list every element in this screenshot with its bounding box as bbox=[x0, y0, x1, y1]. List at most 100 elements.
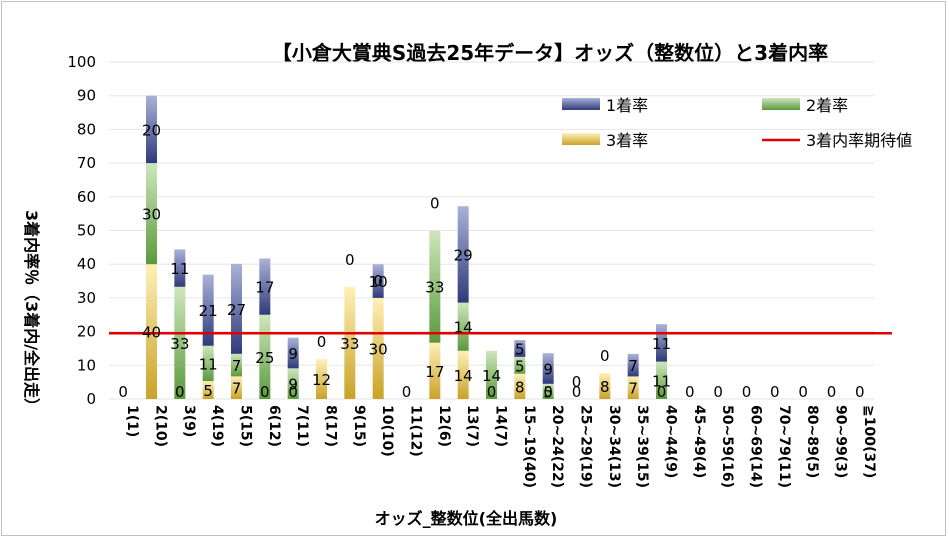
bar-segment bbox=[542, 383, 554, 399]
x-tick-label: 80~89(5) bbox=[804, 405, 820, 478]
grid bbox=[109, 61, 874, 400]
data-label: 0 bbox=[798, 383, 808, 401]
bar-segment bbox=[457, 206, 469, 303]
bar-segment bbox=[514, 356, 526, 374]
data-label: 12 bbox=[312, 371, 331, 389]
data-label: 0 bbox=[402, 383, 412, 401]
bar-segment bbox=[627, 376, 639, 399]
x-tick-label: 35~39(15) bbox=[634, 405, 650, 488]
bar-segment bbox=[656, 324, 667, 362]
data-label: 8 bbox=[600, 378, 610, 396]
x-axis-title: オッズ_整数位(全出馬数) bbox=[375, 509, 558, 528]
bar-segment bbox=[146, 163, 157, 265]
data-label: 0 bbox=[572, 373, 582, 391]
y-tick-label: 90 bbox=[77, 87, 96, 105]
y-tick-label: 100 bbox=[67, 53, 96, 71]
data-label: 0 bbox=[713, 383, 723, 401]
x-tick-label: 90~99(3) bbox=[833, 405, 849, 478]
bar-segment bbox=[514, 373, 526, 399]
data-label: 29 bbox=[454, 246, 473, 264]
y-tick-label: 10 bbox=[77, 356, 96, 374]
x-tick-label: 70~79(11) bbox=[776, 405, 792, 488]
y-tick-label: 80 bbox=[77, 120, 96, 138]
data-label: 7 bbox=[232, 357, 242, 375]
x-tick-label: 40~44(9) bbox=[663, 405, 679, 478]
data-label: 5 bbox=[203, 382, 213, 400]
x-tick-label: 9(15) bbox=[351, 405, 367, 447]
x-tick-label: 30~34(13) bbox=[606, 405, 622, 488]
data-label: 0 bbox=[118, 383, 128, 401]
bar-segment bbox=[202, 381, 214, 399]
y-axis-title: 3着内率％（3着内/全出走） bbox=[22, 210, 41, 414]
data-label: 11 bbox=[170, 260, 189, 278]
x-tick-label: 15~19(40) bbox=[521, 405, 537, 488]
bar-segment bbox=[514, 340, 526, 357]
y-tick-label: 20 bbox=[77, 323, 96, 341]
bar-segment bbox=[599, 373, 611, 399]
y-axis-ticks: 0 10 20 30 40 50 60 70 80 90 100 bbox=[67, 53, 96, 408]
data-label: 0 bbox=[855, 383, 865, 401]
bar-segment bbox=[457, 350, 469, 399]
bar-segment bbox=[202, 345, 214, 382]
bar-segment bbox=[287, 368, 299, 399]
x-tick-label: 7(11) bbox=[294, 405, 310, 447]
data-label: 11 bbox=[199, 355, 218, 373]
x-tick-label: 45~49(4) bbox=[691, 405, 707, 478]
x-tick-label: 1(1) bbox=[124, 405, 140, 437]
data-label: 9 bbox=[288, 345, 298, 363]
bar-segment bbox=[542, 353, 554, 384]
chart-title: 【小倉大賞典S過去25年データ】オッズ（整数位）と3着内率 bbox=[272, 41, 828, 65]
y-tick-label: 40 bbox=[77, 255, 96, 273]
x-tick-label: 14(7) bbox=[493, 405, 509, 447]
legend-label: 1着率 bbox=[606, 96, 648, 115]
bar-segment bbox=[627, 353, 639, 377]
legend-label: 3着率 bbox=[606, 131, 648, 150]
data-label: 21 bbox=[199, 302, 218, 320]
data-label: 0 bbox=[430, 195, 440, 213]
data-label: 0 bbox=[288, 383, 298, 401]
bar-segment bbox=[656, 361, 667, 399]
data-label: 0 bbox=[543, 383, 553, 401]
bars bbox=[146, 95, 667, 399]
bar-segment bbox=[259, 258, 271, 315]
bar-segment bbox=[457, 302, 469, 351]
x-tick-label: 12(6) bbox=[436, 405, 452, 447]
data-label: 17 bbox=[255, 279, 274, 297]
bar-segment bbox=[316, 359, 327, 399]
legend-swatch bbox=[562, 133, 600, 145]
x-tick-label: 3(9) bbox=[181, 405, 197, 437]
x-tick-label: 4(19) bbox=[209, 405, 225, 447]
x-tick-label: ≧100(37) bbox=[861, 405, 877, 478]
data-label: 5 bbox=[543, 383, 553, 401]
x-tick-label: 25~29(19) bbox=[578, 405, 594, 488]
data-label: 5 bbox=[515, 340, 525, 358]
x-tick-label: 6(12) bbox=[266, 405, 282, 447]
data-label: 33 bbox=[170, 335, 189, 353]
data-label: 20 bbox=[142, 121, 161, 139]
bar-segment bbox=[372, 297, 384, 399]
bar-segment bbox=[429, 230, 441, 343]
data-label: 0 bbox=[260, 383, 270, 401]
data-label: 8 bbox=[515, 378, 525, 396]
data-label: 0 bbox=[572, 383, 582, 401]
bar-segment bbox=[486, 350, 497, 399]
x-tick-label: 20~24(22) bbox=[549, 405, 565, 488]
bar-segment bbox=[174, 286, 186, 399]
bar-segment bbox=[231, 376, 242, 399]
x-tick-label: 50~59(16) bbox=[719, 405, 735, 488]
data-label: 0 bbox=[487, 383, 497, 401]
y-tick-label: 0 bbox=[86, 390, 96, 408]
data-label: 0 bbox=[685, 383, 695, 401]
x-axis-ticks: 1(1) 2(10) 3(9) 4(19) 5(15) 6(12) 7(11) 8(17) 9(… bbox=[124, 405, 877, 488]
data-label: 10 bbox=[369, 273, 388, 291]
data-label: 0 bbox=[317, 333, 327, 351]
data-label: 30 bbox=[369, 340, 388, 358]
data-label: 0 bbox=[742, 383, 752, 401]
data-label: 0 bbox=[770, 383, 780, 401]
bar-segment bbox=[202, 274, 214, 346]
bar-segment bbox=[146, 264, 157, 399]
legend-label: 2着率 bbox=[806, 96, 848, 115]
